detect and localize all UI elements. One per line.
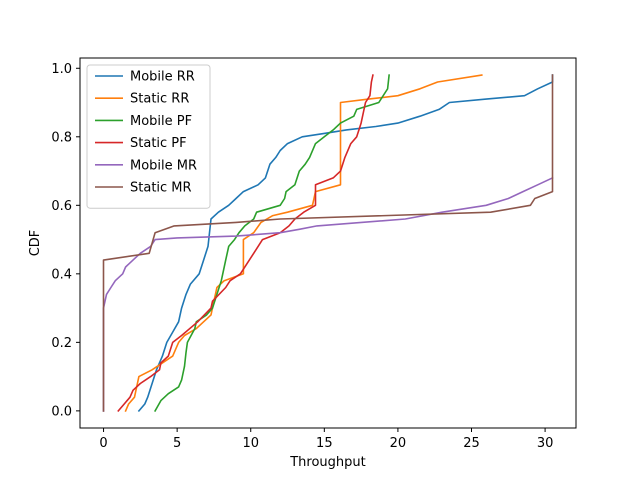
series-line-3 — [117, 74, 374, 413]
y-tick-label: 0.8 — [51, 130, 72, 145]
legend-label-1: Static RR — [130, 92, 189, 107]
x-tick-label: 5 — [173, 436, 181, 451]
x-axis-ticks: 0 5 10 15 20 25 30 — [99, 428, 553, 451]
plot-frame — [79, 57, 577, 429]
series-line-5 — [102, 74, 554, 412]
legend-box — [86, 64, 211, 209]
legend-label-4: Mobile MR — [130, 158, 197, 173]
x-tick-label: 0 — [99, 436, 107, 451]
legend-label-5: Static MR — [130, 181, 192, 196]
legend-label-2: Mobile PF — [130, 114, 192, 129]
y-tick-label: 0.0 — [51, 404, 72, 419]
series-layer — [102, 74, 554, 413]
y-axis-ticks: 0.0 0.2 0.4 0.6 0.8 1.0 — [51, 62, 80, 419]
series-line-0 — [137, 74, 554, 413]
y-tick-label: 1.0 — [51, 62, 72, 77]
series-line-1 — [124, 74, 483, 412]
x-tick-label: 15 — [316, 436, 333, 451]
legend: Mobile RR Static RR Mobile PF Static PF Mobi… — [86, 64, 211, 209]
y-tick-label: 0.2 — [51, 336, 72, 351]
y-tick-label: 0.6 — [51, 199, 72, 214]
series-line-2 — [154, 74, 390, 412]
x-axis-label: Throughput — [289, 455, 366, 470]
x-tick-label: 25 — [463, 436, 480, 451]
legend-label-0: Mobile RR — [130, 70, 195, 85]
legend-label-3: Static PF — [130, 136, 187, 151]
x-tick-label: 30 — [537, 436, 554, 451]
y-tick-label: 0.4 — [51, 267, 72, 282]
x-tick-label: 10 — [242, 436, 259, 451]
y-axis-label: CDF — [28, 230, 43, 257]
series-line-4 — [102, 176, 554, 412]
x-tick-label: 20 — [390, 436, 407, 451]
